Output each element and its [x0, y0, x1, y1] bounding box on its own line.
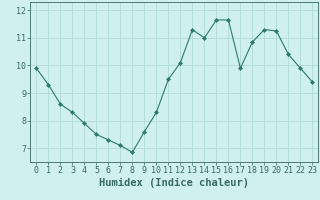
X-axis label: Humidex (Indice chaleur): Humidex (Indice chaleur)	[100, 178, 249, 188]
